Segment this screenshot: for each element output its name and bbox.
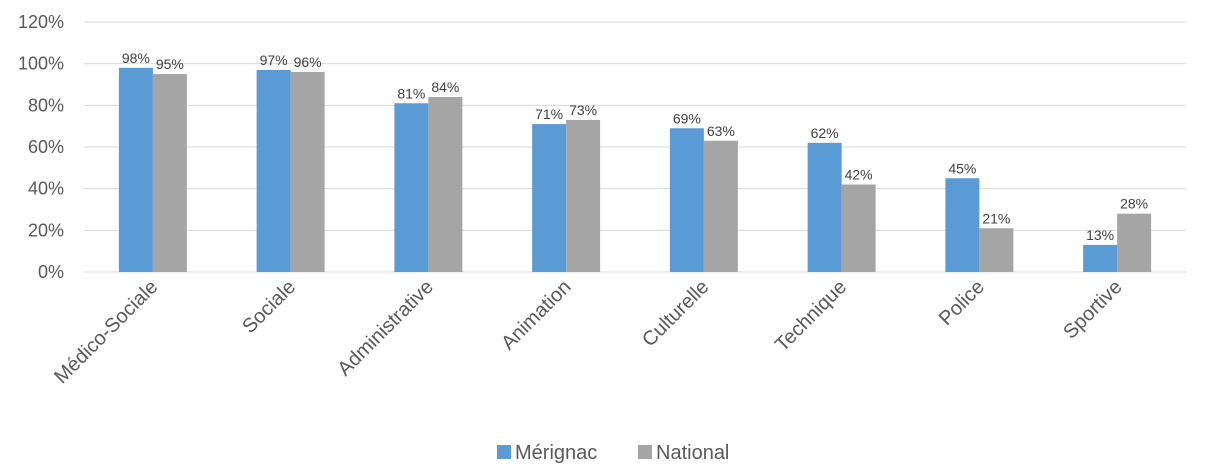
legend: Mérignac National xyxy=(497,442,729,464)
x-tick-label: Technique xyxy=(771,276,851,356)
x-tick-label: Administrative xyxy=(334,276,438,380)
data-label: 13% xyxy=(1086,227,1114,243)
x-axis-ticks: Médico-Sociale Sociale Administrative Anima… xyxy=(50,276,1126,388)
bar-national xyxy=(841,184,876,272)
y-tick-label: 120% xyxy=(18,12,64,32)
data-label: 98% xyxy=(122,50,150,66)
bars xyxy=(118,67,1152,273)
bar-national xyxy=(979,228,1014,272)
y-tick-label: 40% xyxy=(28,179,64,199)
data-label: 62% xyxy=(811,125,839,141)
bar-merignac xyxy=(807,142,842,272)
y-tick-label: 60% xyxy=(28,137,64,157)
y-tick-label: 80% xyxy=(28,95,64,115)
y-tick-label: 20% xyxy=(28,220,64,240)
data-label: 95% xyxy=(156,56,184,72)
legend-swatch-national xyxy=(638,445,652,459)
bar-merignac xyxy=(669,128,704,272)
bar-merignac xyxy=(118,67,153,272)
bar-merignac xyxy=(394,103,429,272)
legend-swatch-merignac xyxy=(497,445,511,459)
data-label: 81% xyxy=(397,85,425,101)
y-axis-ticks: 0% 20% 40% 60% 80% 100% 120% xyxy=(18,12,64,282)
x-tick-label: Médico-Sociale xyxy=(50,276,162,388)
data-label: 97% xyxy=(260,52,288,68)
data-label: 21% xyxy=(982,210,1010,226)
gridlines xyxy=(84,21,1186,273)
data-label: 84% xyxy=(431,79,459,95)
data-label: 28% xyxy=(1120,196,1148,212)
bar-national xyxy=(428,97,463,272)
data-label: 69% xyxy=(673,110,701,126)
bar-merignac xyxy=(256,69,291,273)
legend-label-national: National xyxy=(656,442,729,464)
data-label: 63% xyxy=(707,123,735,139)
data-label: 71% xyxy=(535,106,563,122)
legend-label-merignac: Mérignac xyxy=(515,442,597,464)
bar-merignac xyxy=(532,124,567,272)
data-label: 96% xyxy=(294,54,322,70)
bar-national xyxy=(152,74,187,272)
x-tick-label: Animation xyxy=(497,276,575,354)
bar-national xyxy=(566,119,601,273)
x-tick-label: Sportive xyxy=(1059,276,1126,343)
x-tick-label: Culturelle xyxy=(638,276,713,351)
y-tick-label: 100% xyxy=(18,54,64,74)
bar-national xyxy=(1117,213,1152,272)
bar-national xyxy=(703,140,738,272)
x-tick-label: Police xyxy=(935,276,989,330)
bar-merignac xyxy=(1083,244,1118,272)
x-tick-label: Sociale xyxy=(238,276,300,338)
bar-merignac xyxy=(945,178,980,272)
y-tick-label: 0% xyxy=(38,262,64,282)
data-labels: 98% 95% 97% 96% 81% 84% 71% 73% 69% 63% 62% 42% 45% 2… xyxy=(122,50,1148,243)
data-label: 73% xyxy=(569,102,597,118)
bar-national xyxy=(290,72,325,272)
data-label: 42% xyxy=(845,167,873,183)
data-label: 45% xyxy=(948,160,976,176)
